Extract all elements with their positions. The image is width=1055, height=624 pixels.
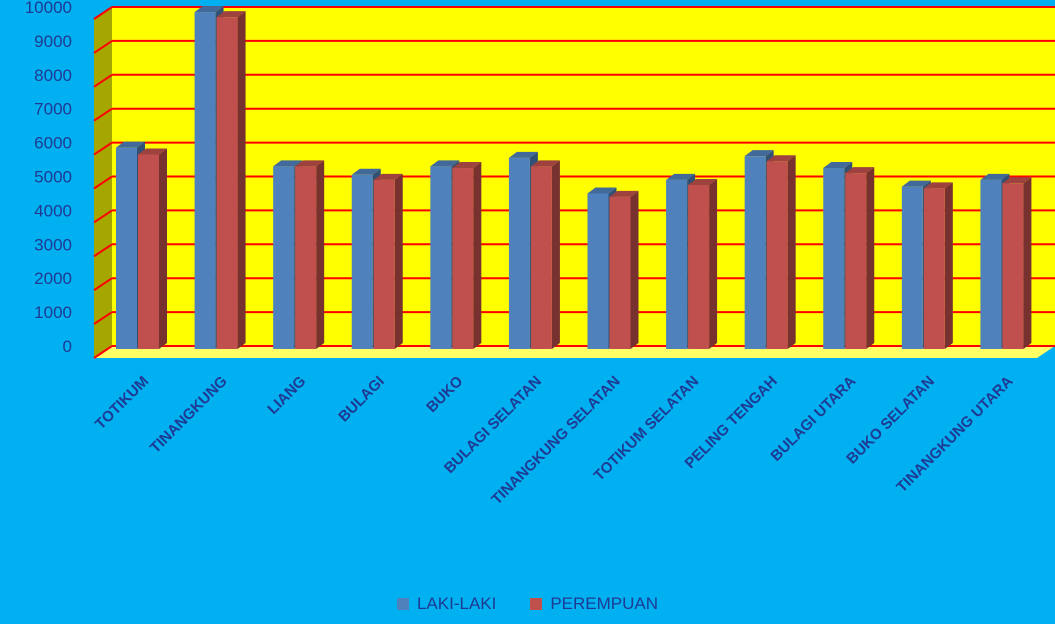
gridline-side [93,141,113,156]
y-tick-label: 9000 [34,32,72,51]
bar-laki [980,179,1002,349]
bar-laki-top [194,6,224,13]
bar-laki-top [823,162,853,169]
bar-perempuan-top [609,190,639,197]
bar-perempuan-side [709,178,718,349]
bar-laki-top [273,160,303,167]
bar-perempuan [845,173,867,349]
bar-perempuan-side [237,11,246,349]
bar-laki [351,174,373,349]
x-tick-label: BULAGI UTARA [767,373,859,465]
bar-laki-top [587,187,617,194]
bar-perempuan-top [138,148,167,155]
bar-laki-top [744,150,774,157]
bar-perempuan [766,161,788,349]
legend-label-laki: LAKI-LAKI [416,594,497,613]
bar-laki [430,166,452,349]
x-tick-label: TINANGKUNG [147,373,231,457]
y-tick-label: 10000 [25,0,72,17]
gridline-side [93,345,113,359]
bar-perempuan-top [295,160,325,167]
bar-perempuan [530,166,552,349]
gridline-side [93,243,113,258]
bar-laki-top [430,160,460,167]
legend-item-laki: LAKI-LAKI [396,594,497,614]
legend-item-perempuan: PEREMPUAN [530,594,658,614]
bar-perempuan [688,184,710,349]
gridline-side [93,277,113,292]
bar-perempuan [609,196,631,349]
bar-perempuan-side [630,190,639,349]
bar-perempuan-side [316,160,325,349]
bar-perempuan-side [473,162,482,349]
legend-swatch-perempuan [530,598,543,610]
bar-perempuan-side [159,148,167,349]
bar-laki [666,179,688,349]
x-tick-label: TOTIKUM [92,373,152,433]
x-tick-label: BULAGI [335,373,388,426]
bar-perempuan [1002,183,1024,349]
legend: LAKI-LAKI PEREMPUAN [0,592,1055,616]
bar-perempuan-top [452,162,482,169]
bar-laki [823,168,845,349]
bar-laki-top [980,173,1010,180]
bar-perempuan-side [787,155,796,349]
bar-laki [901,186,923,349]
bar-laki-top [901,180,931,187]
x-tick-label: LIANG [264,373,309,418]
bar-perempuan [452,168,474,349]
y-tick-label: 3000 [34,235,72,254]
legend-swatch-laki [396,598,409,610]
bar-perempuan [138,154,159,349]
bar-perempuan [216,17,238,349]
y-tick-label: 0 [63,337,72,356]
bar-laki [744,156,766,349]
gridline-side [93,107,113,122]
bar-laki [508,157,530,349]
bar-perempuan-top [688,178,718,185]
bar-laki [116,147,137,349]
bar-laki-top [508,151,538,158]
bar-perempuan [923,188,945,349]
bar-perempuan-top [923,182,953,189]
bar-laki-top [666,173,696,180]
y-tick-label: 2000 [34,269,72,288]
y-tick-label: 1000 [34,303,72,322]
bar-perempuan-top [530,160,560,167]
bar-perempuan-side [1023,177,1032,349]
bar-laki [587,193,609,349]
y-tick-label: 7000 [34,100,72,119]
bar-perempuan-top [845,167,875,174]
gridline-side [93,311,113,325]
bar-perempuan-side [394,173,403,349]
bar-perempuan [295,166,317,349]
bar-laki [194,12,216,350]
bar-laki [273,166,295,349]
bar-perempuan-top [373,173,403,180]
bar-laki-top [351,168,381,175]
bar-laki-top [116,141,145,148]
y-tick-label: 8000 [34,66,72,85]
legend-label-perempuan: PEREMPUAN [550,594,659,613]
y-tick-label: 4000 [34,201,72,220]
plot-floor [94,346,1055,358]
gridline-side [93,175,113,190]
gridline-side [93,6,113,20]
y-tick-label: 6000 [34,134,72,153]
bar-perempuan [373,179,395,349]
bar-perempuan-side [944,182,953,349]
x-tick-label: TINANGKUNG SELATAN [488,373,623,508]
y-tick-label: 5000 [34,168,72,187]
bar-perempuan-top [1002,177,1032,184]
bar-perempuan-side [866,167,875,349]
bar-perempuan-top [216,11,246,18]
gridline-side [93,40,113,54]
bar-perempuan-top [766,155,796,162]
gridline-side [93,73,113,88]
bar-perempuan-side [551,160,560,349]
x-tick-label: BUKO [423,373,466,416]
gridline-side [93,209,113,224]
